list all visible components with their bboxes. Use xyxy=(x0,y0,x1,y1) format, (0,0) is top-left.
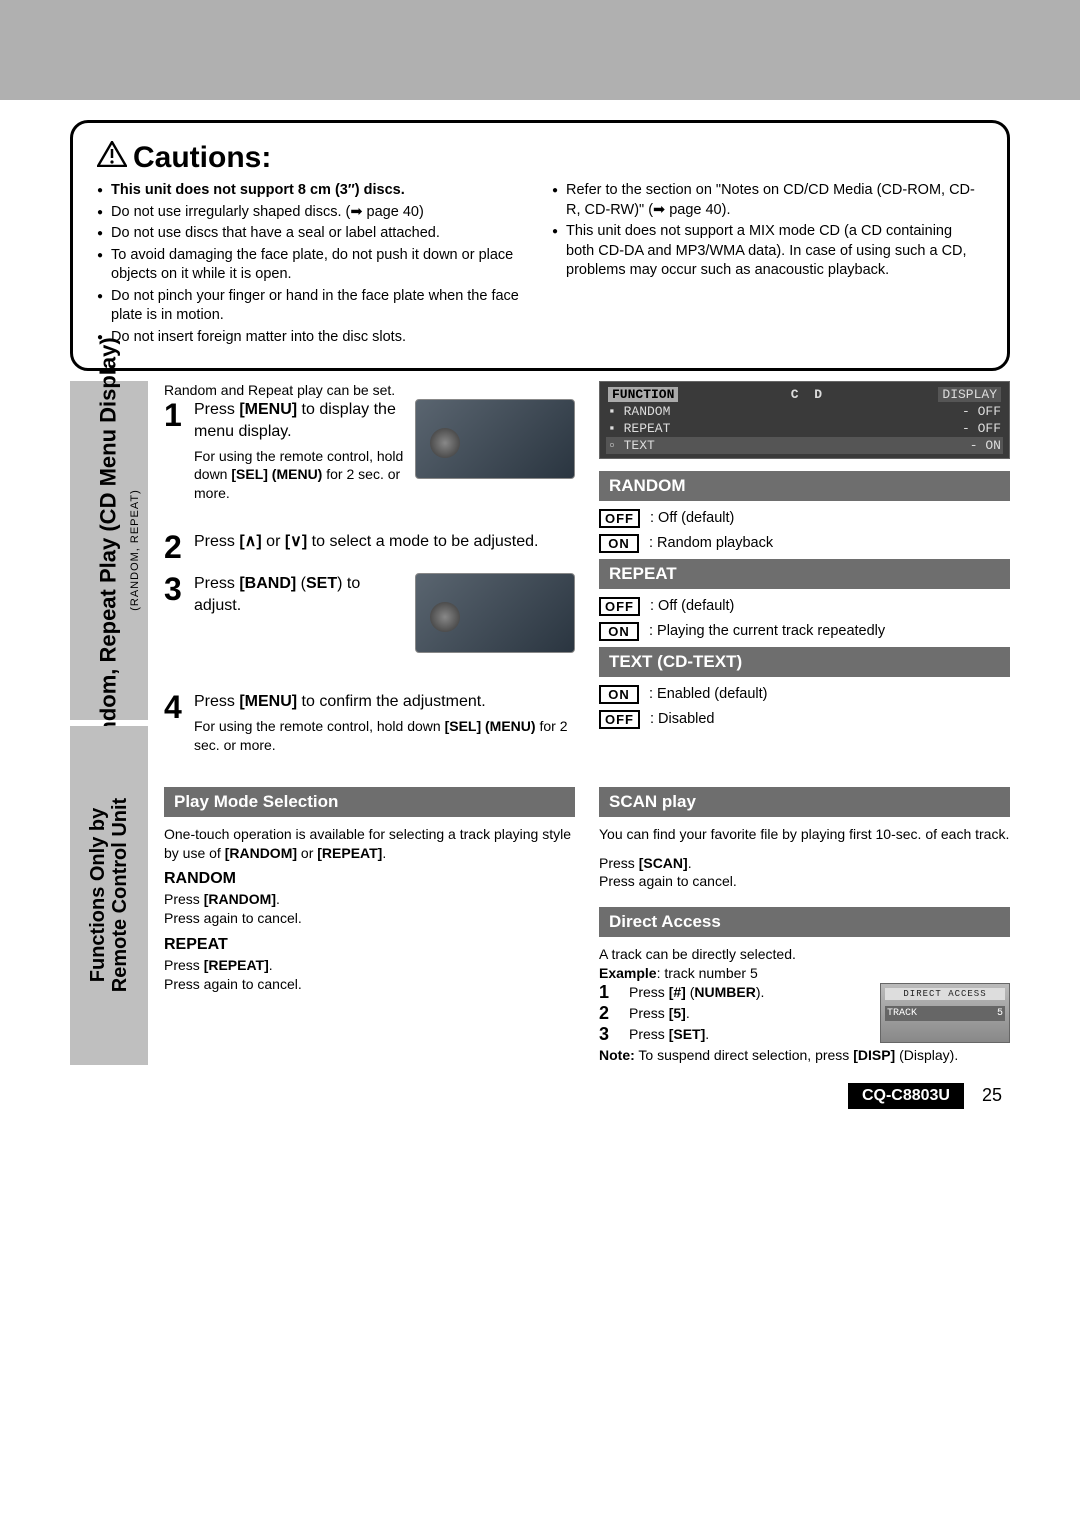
on-tag: ON xyxy=(599,534,639,553)
off-tag: OFF xyxy=(599,597,640,616)
direct-note: Note: To suspend direct selection, press… xyxy=(599,1046,1010,1065)
step-text: Press [∧] or [∨] to select a mode to be … xyxy=(194,531,575,563)
sidebar-block-1: Random, Repeat Play (CD Menu Display) (R… xyxy=(70,381,148,720)
sidebar-block-2: Functions Only by Remote Control Unit xyxy=(70,726,148,1065)
step-text: Press [#] (NUMBER). xyxy=(629,983,764,1002)
on-tag: ON xyxy=(599,622,639,641)
step-num: 3 xyxy=(599,1025,621,1044)
sidebar-title-2: Functions Only by Remote Control Unit xyxy=(87,798,131,992)
direct-access-display: DIRECT ACCESS TRACK 5 xyxy=(880,983,1010,1043)
repeat-subhead: REPEAT xyxy=(164,936,575,954)
caution-item: Do not use irregularly shaped discs. (➡ … xyxy=(97,203,528,223)
caution-item: This unit does not support a MIX mode CD… xyxy=(552,222,983,281)
sidebar-title-1: Random, Repeat Play (CD Menu Display) xyxy=(96,337,122,762)
lcd-display: FUNCTION C D DISPLAY ▪ RANDOM - OFF ▪ REP… xyxy=(599,381,1010,459)
opt-text: : Playing the current track repeatedly xyxy=(649,623,885,639)
step-text: Press [5]. xyxy=(629,1004,690,1023)
lcd-header: FUNCTION xyxy=(608,387,678,402)
scan-body: Press [SCAN].Press again to cancel. xyxy=(599,854,1010,892)
caution-item: Do not use discs that have a seal or lab… xyxy=(97,224,528,244)
text-header: TEXT (CD-TEXT) xyxy=(599,647,1010,677)
caution-item: To avoid damaging the face plate, do not… xyxy=(97,246,528,285)
step-note: For using the remote control, hold down … xyxy=(194,717,575,755)
direct-intro: A track can be directly selected. xyxy=(599,945,1010,964)
step-text: Press [MENU] to display the menu display… xyxy=(194,401,396,440)
opt-text: : Enabled (default) xyxy=(649,686,768,702)
step-num: 2 xyxy=(164,531,186,563)
lcd-item: ▫ TEXT xyxy=(608,438,655,453)
step-num: 1 xyxy=(599,983,621,1002)
on-tag: ON xyxy=(599,685,639,704)
lcd-val: - OFF xyxy=(962,404,1001,419)
step-text: Press [MENU] to confirm the adjustment. xyxy=(194,693,486,710)
caution-item: Do not insert foreign matter into the di… xyxy=(97,328,528,348)
lcd-header: C D xyxy=(791,387,826,402)
step-num: 3 xyxy=(164,573,186,653)
lcd-val: - OFF xyxy=(962,421,1001,436)
step-text: Press [BAND] (SET) to adjust. xyxy=(194,575,360,614)
da-label: TRACK xyxy=(887,1008,917,1019)
step-num: 4 xyxy=(164,691,186,754)
scan-intro: You can find your favorite file by playi… xyxy=(599,825,1010,844)
lcd-header: DISPLAY xyxy=(938,387,1001,402)
cautions-box: Cautions: This unit does not support 8 c… xyxy=(70,120,1010,371)
lcd-val: - ON xyxy=(970,438,1001,453)
lcd-item: ▪ REPEAT xyxy=(608,421,670,436)
device-image xyxy=(415,399,575,479)
playmode-header: Play Mode Selection xyxy=(164,787,575,817)
repeat-body: Press [REPEAT].Press again to cancel. xyxy=(164,956,575,994)
scan-header: SCAN play xyxy=(599,787,1010,817)
direct-example: Example: track number 5 xyxy=(599,964,1010,983)
caution-item: Do not pinch your finger or hand in the … xyxy=(97,287,528,326)
random-body: Press [RANDOM].Press again to cancel. xyxy=(164,890,575,928)
page-number: 25 xyxy=(982,1085,1002,1106)
caution-item: Refer to the section on "Notes on CD/CD … xyxy=(552,181,983,220)
device-image xyxy=(415,573,575,653)
cautions-title: Cautions: xyxy=(133,141,271,175)
sidebar-sub-1: (RANDOM, REPEAT) xyxy=(129,489,141,611)
opt-text: : Random playback xyxy=(649,535,773,551)
playmode-intro: One-touch operation is available for sel… xyxy=(164,825,575,863)
random-header: RANDOM xyxy=(599,471,1010,501)
top-gray-bar xyxy=(0,0,1080,100)
opt-text: : Off (default) xyxy=(650,598,734,614)
caution-item: This unit does not support 8 cm (3″) dis… xyxy=(97,181,528,201)
da-value: 5 xyxy=(997,1008,1003,1019)
repeat-header: REPEAT xyxy=(599,559,1010,589)
opt-text: : Disabled xyxy=(650,711,714,727)
off-tag: OFF xyxy=(599,710,640,729)
direct-header: Direct Access xyxy=(599,907,1010,937)
model-number: CQ-C8803U xyxy=(848,1083,964,1109)
off-tag: OFF xyxy=(599,509,640,528)
opt-text: : Off (default) xyxy=(650,510,734,526)
da-header: DIRECT ACCESS xyxy=(885,988,1005,1000)
step-text: Press [SET]. xyxy=(629,1025,709,1044)
warning-icon xyxy=(97,141,127,175)
random-subhead: RANDOM xyxy=(164,870,575,888)
step-num: 2 xyxy=(599,1004,621,1023)
steps-intro: Random and Repeat play can be set. xyxy=(164,381,575,400)
step-num: 1 xyxy=(164,399,186,503)
lcd-item: ▪ RANDOM xyxy=(608,404,670,419)
